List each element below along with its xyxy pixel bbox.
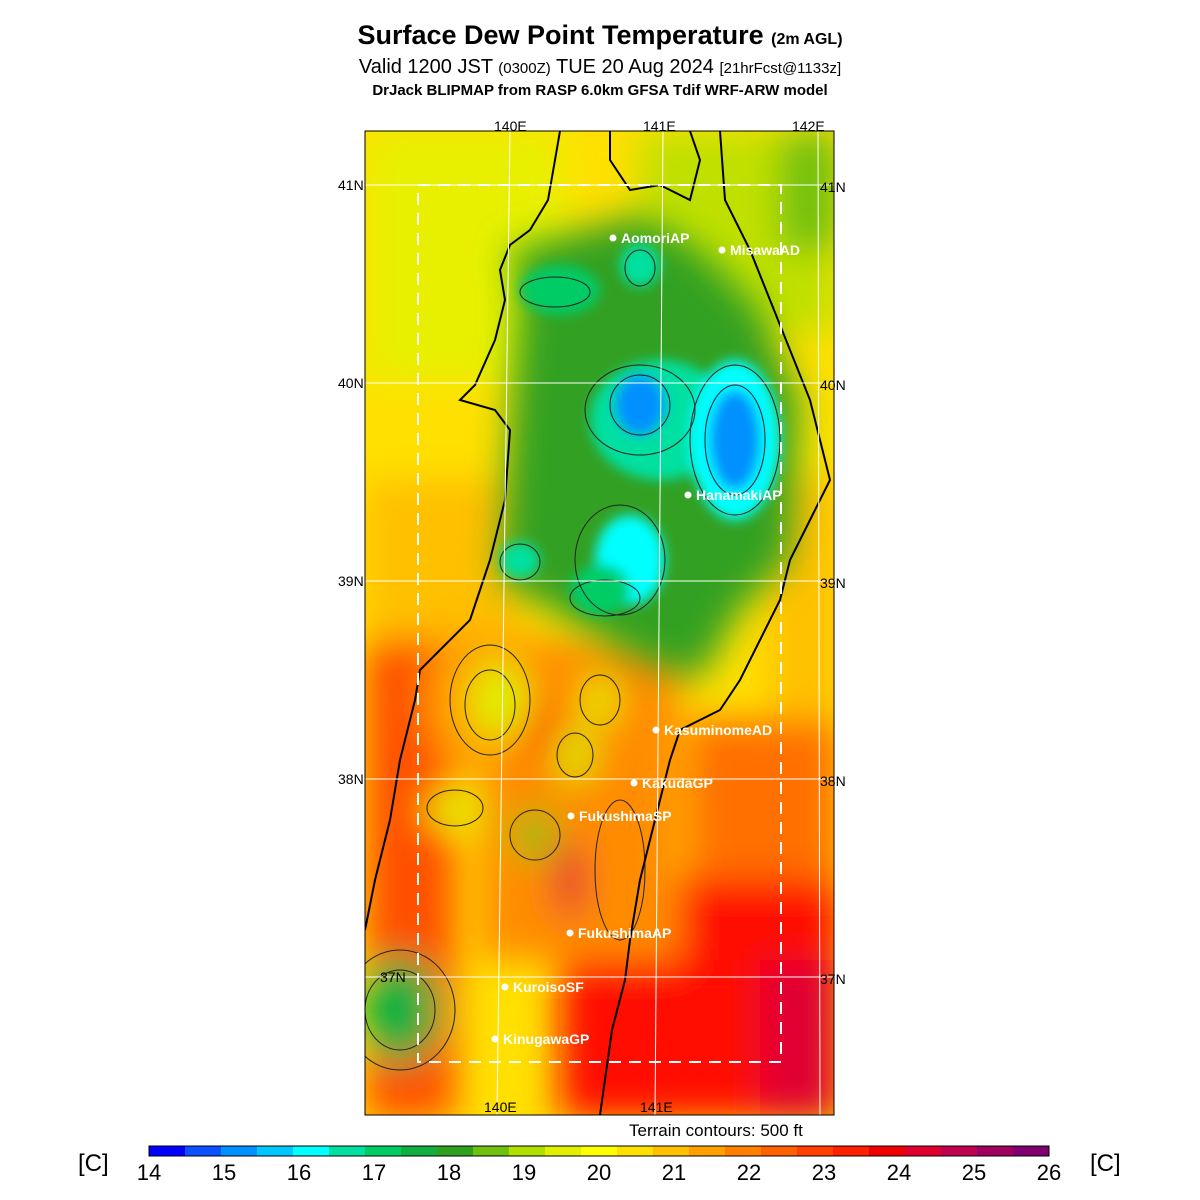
colorbar-tick-label: 18	[436, 1160, 462, 1185]
colorbar	[148, 1145, 1050, 1157]
colorbar-swatch	[293, 1146, 330, 1156]
colorbar-swatch	[437, 1146, 474, 1156]
colorbar-tick-label: 22	[736, 1160, 762, 1185]
colorbar-swatch	[185, 1146, 222, 1156]
colorbar-tick-label: 25	[961, 1160, 987, 1185]
lon-label-141-top: 141E	[643, 118, 676, 134]
colorbar-unit-left: [C]	[78, 1150, 109, 1177]
station-label-fukushimasp: FukushimaSP	[579, 808, 672, 824]
lat-label-40-right: 40N	[820, 377, 846, 393]
colorbar-swatch	[545, 1146, 582, 1156]
domain-box	[417, 184, 782, 1063]
lat-label-40-left: 40N	[338, 375, 364, 391]
colorbar-swatch	[977, 1146, 1014, 1156]
station-dot-fukushimaap	[566, 929, 574, 937]
colorbar-swatch	[1013, 1146, 1050, 1156]
station-dot-aomoriap	[609, 234, 617, 242]
station-markers: AomoriAP MisawaAD HanamakiAP KasuminomeAD Ka…	[491, 230, 800, 1047]
station-dot-kinugawagp	[491, 1035, 499, 1043]
colorbar-swatch	[653, 1146, 690, 1156]
lat-label-38-left: 38N	[338, 771, 364, 787]
colorbar-swatch	[257, 1146, 294, 1156]
model-info-line: DrJack BLIPMAP from RASP 6.0km GFSA Tdif…	[372, 82, 828, 99]
colorbar-tick-label: 19	[511, 1160, 537, 1185]
lat-label-41-left: 41N	[338, 177, 364, 193]
lon-label-141-bottom: 141E	[640, 1099, 673, 1115]
colorbar-tick-label: 23	[811, 1160, 837, 1185]
colorbar-tick-label: 21	[661, 1160, 687, 1185]
colorbar-swatch	[221, 1146, 258, 1156]
station-label-kinugawagp: KinugawaGP	[503, 1031, 589, 1047]
station-dot-hanamakiap	[684, 491, 692, 499]
colorbar-tick-label: 15	[211, 1160, 237, 1185]
colorbar-swatch	[365, 1146, 402, 1156]
map-title: Surface Dew Point Temperature (2m AGL)	[357, 20, 843, 50]
colorbar-swatch	[401, 1146, 438, 1156]
station-label-misawaad: MisawaAD	[730, 242, 800, 258]
colorbar-swatch	[617, 1146, 654, 1156]
terrain-contours-note: Terrain contours: 500 ft	[629, 1121, 803, 1140]
station-label-fukushimaap: FukushimaAP	[578, 925, 671, 941]
colorbar-swatch	[869, 1146, 906, 1156]
colorbar-frame	[148, 1145, 1050, 1157]
lon-label-140-top: 140E	[494, 118, 527, 134]
lat-label-37-right: 37N	[820, 971, 846, 987]
station-dot-kuroisosf	[501, 983, 509, 991]
colorbar-swatch	[509, 1146, 546, 1156]
colorbar-tick-label: 24	[886, 1160, 912, 1185]
lat-label-38-right: 38N	[820, 773, 846, 789]
colorbar-swatch	[329, 1146, 366, 1156]
map-frame	[364, 130, 835, 1116]
lat-label-41-right: 41N	[820, 179, 846, 195]
valid-time-line: Valid 1200 JST (0300Z) TUE 20 Aug 2024 […	[358, 56, 842, 78]
colorbar-swatch	[725, 1146, 762, 1156]
colorbar-swatch	[941, 1146, 978, 1156]
colorbar-tick-label: 17	[361, 1160, 387, 1185]
colorbar-swatch	[797, 1146, 834, 1156]
colorbar-swatch	[581, 1146, 618, 1156]
station-label-kuroisosf: KuroisoSF	[513, 979, 584, 995]
station-dot-fukushimasp	[567, 812, 575, 820]
terrain-contours	[365, 249, 781, 1071]
colorbar-swatch	[689, 1146, 726, 1156]
colorbar-tick-label: 16	[286, 1160, 312, 1185]
station-label-aomoriap: AomoriAP	[621, 230, 689, 246]
graticule	[365, 130, 834, 1116]
colorbar-swatch	[833, 1146, 870, 1156]
colorbar-tick-label: 20	[586, 1160, 612, 1185]
colorbar-tick-label: 26	[1036, 1160, 1062, 1185]
colorbar-unit-right: [C]	[1090, 1150, 1121, 1177]
lat-label-39-right: 39N	[820, 575, 846, 591]
lon-label-142-top: 142E	[792, 118, 825, 134]
lon-label-140-bottom: 140E	[484, 1099, 517, 1115]
colorbar-swatch	[149, 1146, 186, 1156]
lat-label-39-left: 39N	[338, 573, 364, 589]
station-dot-kasuminomead	[652, 726, 660, 734]
station-label-kasuminomead: KasuminomeAD	[664, 722, 772, 738]
station-label-kakudagp: KakudaGP	[642, 775, 713, 791]
station-dot-kakudagp	[630, 779, 638, 787]
lat-label-37-left: 37N	[380, 969, 406, 985]
colorbar-swatch	[905, 1146, 942, 1156]
colorbar-swatch	[761, 1146, 798, 1156]
station-label-hanamakiap: HanamakiAP	[696, 487, 782, 503]
station-dot-misawaad	[718, 246, 726, 254]
colorbar-swatch	[473, 1146, 510, 1156]
colorbar-tick-label: 14	[136, 1160, 162, 1185]
